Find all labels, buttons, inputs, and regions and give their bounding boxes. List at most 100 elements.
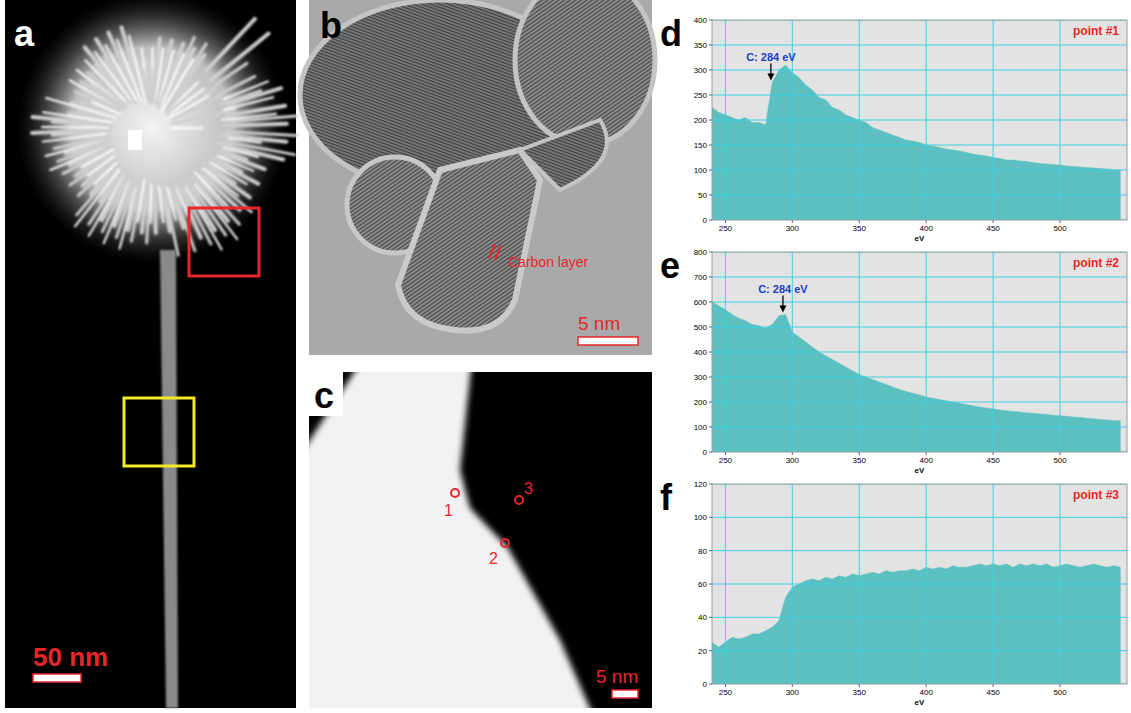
petal (102, 171, 129, 220)
x-tick-label: 350 (853, 688, 867, 697)
tick-mark (926, 684, 927, 687)
petal (129, 36, 146, 103)
plot-frame (712, 20, 1127, 220)
grid-line (725, 484, 726, 684)
petal (220, 91, 261, 105)
x-tick-label: 300 (786, 688, 800, 697)
region-box-red (189, 208, 259, 276)
grid-line (712, 195, 1127, 196)
plot-area (712, 252, 1127, 452)
tick-mark (859, 220, 860, 223)
tick-mark (709, 617, 712, 618)
y-tick-label: 0 (703, 680, 708, 689)
tick-mark (725, 452, 726, 455)
plot-background (712, 20, 1127, 220)
tick-mark (709, 195, 712, 196)
grid-line (859, 20, 860, 220)
figure: a50 nmCarbon layerb5 nmc1235 nm050100150… (0, 0, 1131, 713)
tick-mark (709, 252, 712, 253)
plot-frame (712, 252, 1127, 452)
petal (154, 58, 156, 101)
grid-line (1060, 252, 1061, 452)
tick-mark (993, 684, 994, 687)
x-tick-label: 250 (719, 456, 733, 465)
plot-frame (712, 484, 1127, 684)
tick-mark (709, 45, 712, 46)
tick-mark (926, 220, 927, 223)
point-label: 1 (444, 502, 453, 519)
x-axis-title: eV (915, 234, 925, 243)
y-tick-label: 50 (698, 191, 707, 200)
x-tick-label: 500 (1053, 688, 1067, 697)
spectrum-area (712, 65, 1120, 220)
grid-line (1060, 484, 1061, 684)
petal (88, 156, 114, 176)
petal (154, 189, 156, 233)
y-tick-label: 300 (694, 66, 708, 75)
tick-mark (792, 452, 793, 455)
petal (159, 187, 163, 223)
petal (159, 62, 175, 108)
x-tick-label: 300 (786, 456, 800, 465)
annotation: Carbon layer (508, 254, 588, 270)
tick-mark (709, 327, 712, 328)
tick-mark (709, 70, 712, 71)
tick-mark (993, 452, 994, 455)
annotation: C: 284 eV (758, 283, 808, 295)
y-tick-label: 600 (694, 298, 708, 307)
probe-point (515, 496, 523, 504)
grid-line (926, 252, 927, 452)
x-tick-label: 250 (719, 688, 733, 697)
y-tick-label: 300 (694, 373, 708, 382)
panel-a: a50 nm (5, 0, 297, 708)
spectrum-title: point #2 (1073, 256, 1119, 270)
petal (138, 180, 144, 222)
tick-mark (709, 684, 712, 685)
grid-line (1060, 20, 1061, 220)
x-axis-title: eV (915, 466, 925, 475)
crystal (520, 120, 607, 190)
crystal (515, 0, 655, 145)
tick-mark (725, 220, 726, 223)
y-tick-label: 100 (694, 166, 708, 175)
scale-bar-label: 50 nm (33, 642, 108, 672)
probe-point (451, 489, 459, 497)
y-tick-label: 350 (694, 41, 708, 50)
petal (172, 127, 202, 129)
grid-line (712, 170, 1127, 171)
x-tick-label: 500 (1053, 456, 1067, 465)
spectrum-area (712, 564, 1120, 684)
petal (66, 140, 111, 153)
petal (223, 114, 277, 120)
spectrum-panel: 0501001502002503003504002503003504004505… (660, 13, 1127, 243)
scale-bar-label: 5 nm (596, 666, 638, 687)
x-tick-label: 450 (986, 688, 1000, 697)
petal (115, 177, 134, 227)
y-tick-label: 80 (698, 547, 707, 556)
panel-label: f (660, 477, 673, 518)
tick-mark (709, 95, 712, 96)
tick-mark (709, 402, 712, 403)
grid-line (792, 484, 793, 684)
plot-background (712, 484, 1127, 684)
tick-mark (709, 484, 712, 485)
grid-line (712, 95, 1127, 96)
spectrum-panel: 0100200300400500600700800250300350400450… (660, 245, 1127, 475)
petal (92, 102, 120, 114)
nanocrystals (300, 0, 655, 331)
tick-mark (709, 120, 712, 121)
grid-line (712, 584, 1127, 585)
grid-line (712, 550, 1127, 551)
grid-line (926, 20, 927, 220)
x-tick-label: 350 (853, 224, 867, 233)
grid-line (712, 617, 1127, 618)
grid-line (712, 327, 1127, 328)
spectrum-panel: 020406080100120250300350400450500eVpoint… (660, 477, 1127, 707)
point-label: 3 (524, 480, 533, 497)
grid-line (859, 484, 860, 684)
tick-mark (926, 452, 927, 455)
tick-mark (792, 220, 793, 223)
petal (225, 124, 287, 126)
spectrum-title: point #3 (1073, 488, 1119, 502)
x-tick-label: 400 (920, 456, 934, 465)
